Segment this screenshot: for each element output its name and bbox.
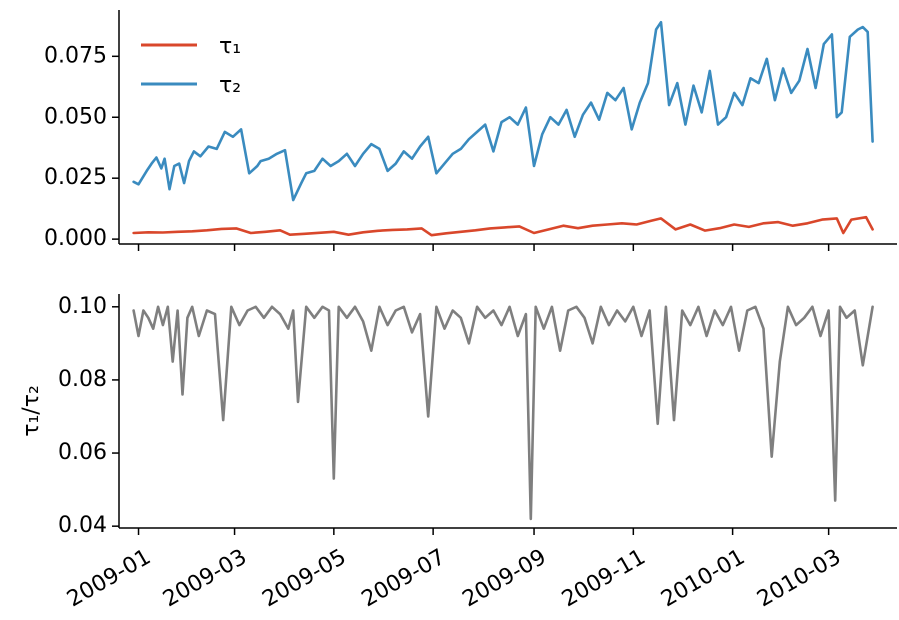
bottom-y-tick-label: 0.08 <box>58 367 107 392</box>
bottom-x-tick-label: 2010-01 <box>657 545 749 613</box>
top-y-tick-label: 0.050 <box>44 104 107 129</box>
series-line-tau2 <box>132 20 874 202</box>
bottom-panel: 0.040.060.080.10 2009-01 2009-03 2009-05 20… <box>19 294 897 612</box>
series-line-ratio <box>132 305 874 521</box>
bottom-x-ticks: 2009-01 2009-03 2009-05 2009-07 2009-09 2009-… <box>63 528 845 612</box>
bottom-y-tick-label: 0.06 <box>58 440 107 465</box>
bottom-x-tick-label: 2009-05 <box>258 545 350 613</box>
top-y-tick-label: 0.000 <box>44 226 107 251</box>
bottom-x-tick-label: 2009-11 <box>558 545 650 613</box>
bottom-x-tick-label: 2009-01 <box>63 545 155 613</box>
top-panel: 0.000 0.025 0.050 0.075 τ₁ τ₂ <box>44 10 897 251</box>
bottom-x-tick-label: 2009-07 <box>358 545 450 613</box>
top-series <box>132 20 874 237</box>
bottom-y-ticks: 0.04 0.06 0.08 0.10 <box>58 294 119 538</box>
top-y-tick-label: 0.075 <box>44 43 107 68</box>
bottom-x-tick-label: 2009-09 <box>459 545 551 613</box>
bottom-x-tick-label: 2010-03 <box>753 545 845 613</box>
top-y-tick-label: 0.025 <box>44 165 107 190</box>
legend-label-tau1: τ₁ <box>219 34 241 59</box>
legend-label-tau2: τ₂ <box>219 73 241 98</box>
top-y-ticks: 0.000 0.025 0.050 0.075 <box>44 43 119 251</box>
bottom-y-tick-label: 0.10 <box>58 294 107 319</box>
bottom-y-tick-label: 0.04 <box>58 513 107 538</box>
bottom-x-tick-label: 2009-03 <box>159 545 251 613</box>
legend: τ₁ τ₂ <box>141 34 241 98</box>
top-x-ticks <box>137 244 830 251</box>
series-line-tau1 <box>132 215 874 237</box>
bottom-y-axis-title: τ₁/τ₂ <box>19 385 44 437</box>
bottom-series <box>132 305 874 521</box>
